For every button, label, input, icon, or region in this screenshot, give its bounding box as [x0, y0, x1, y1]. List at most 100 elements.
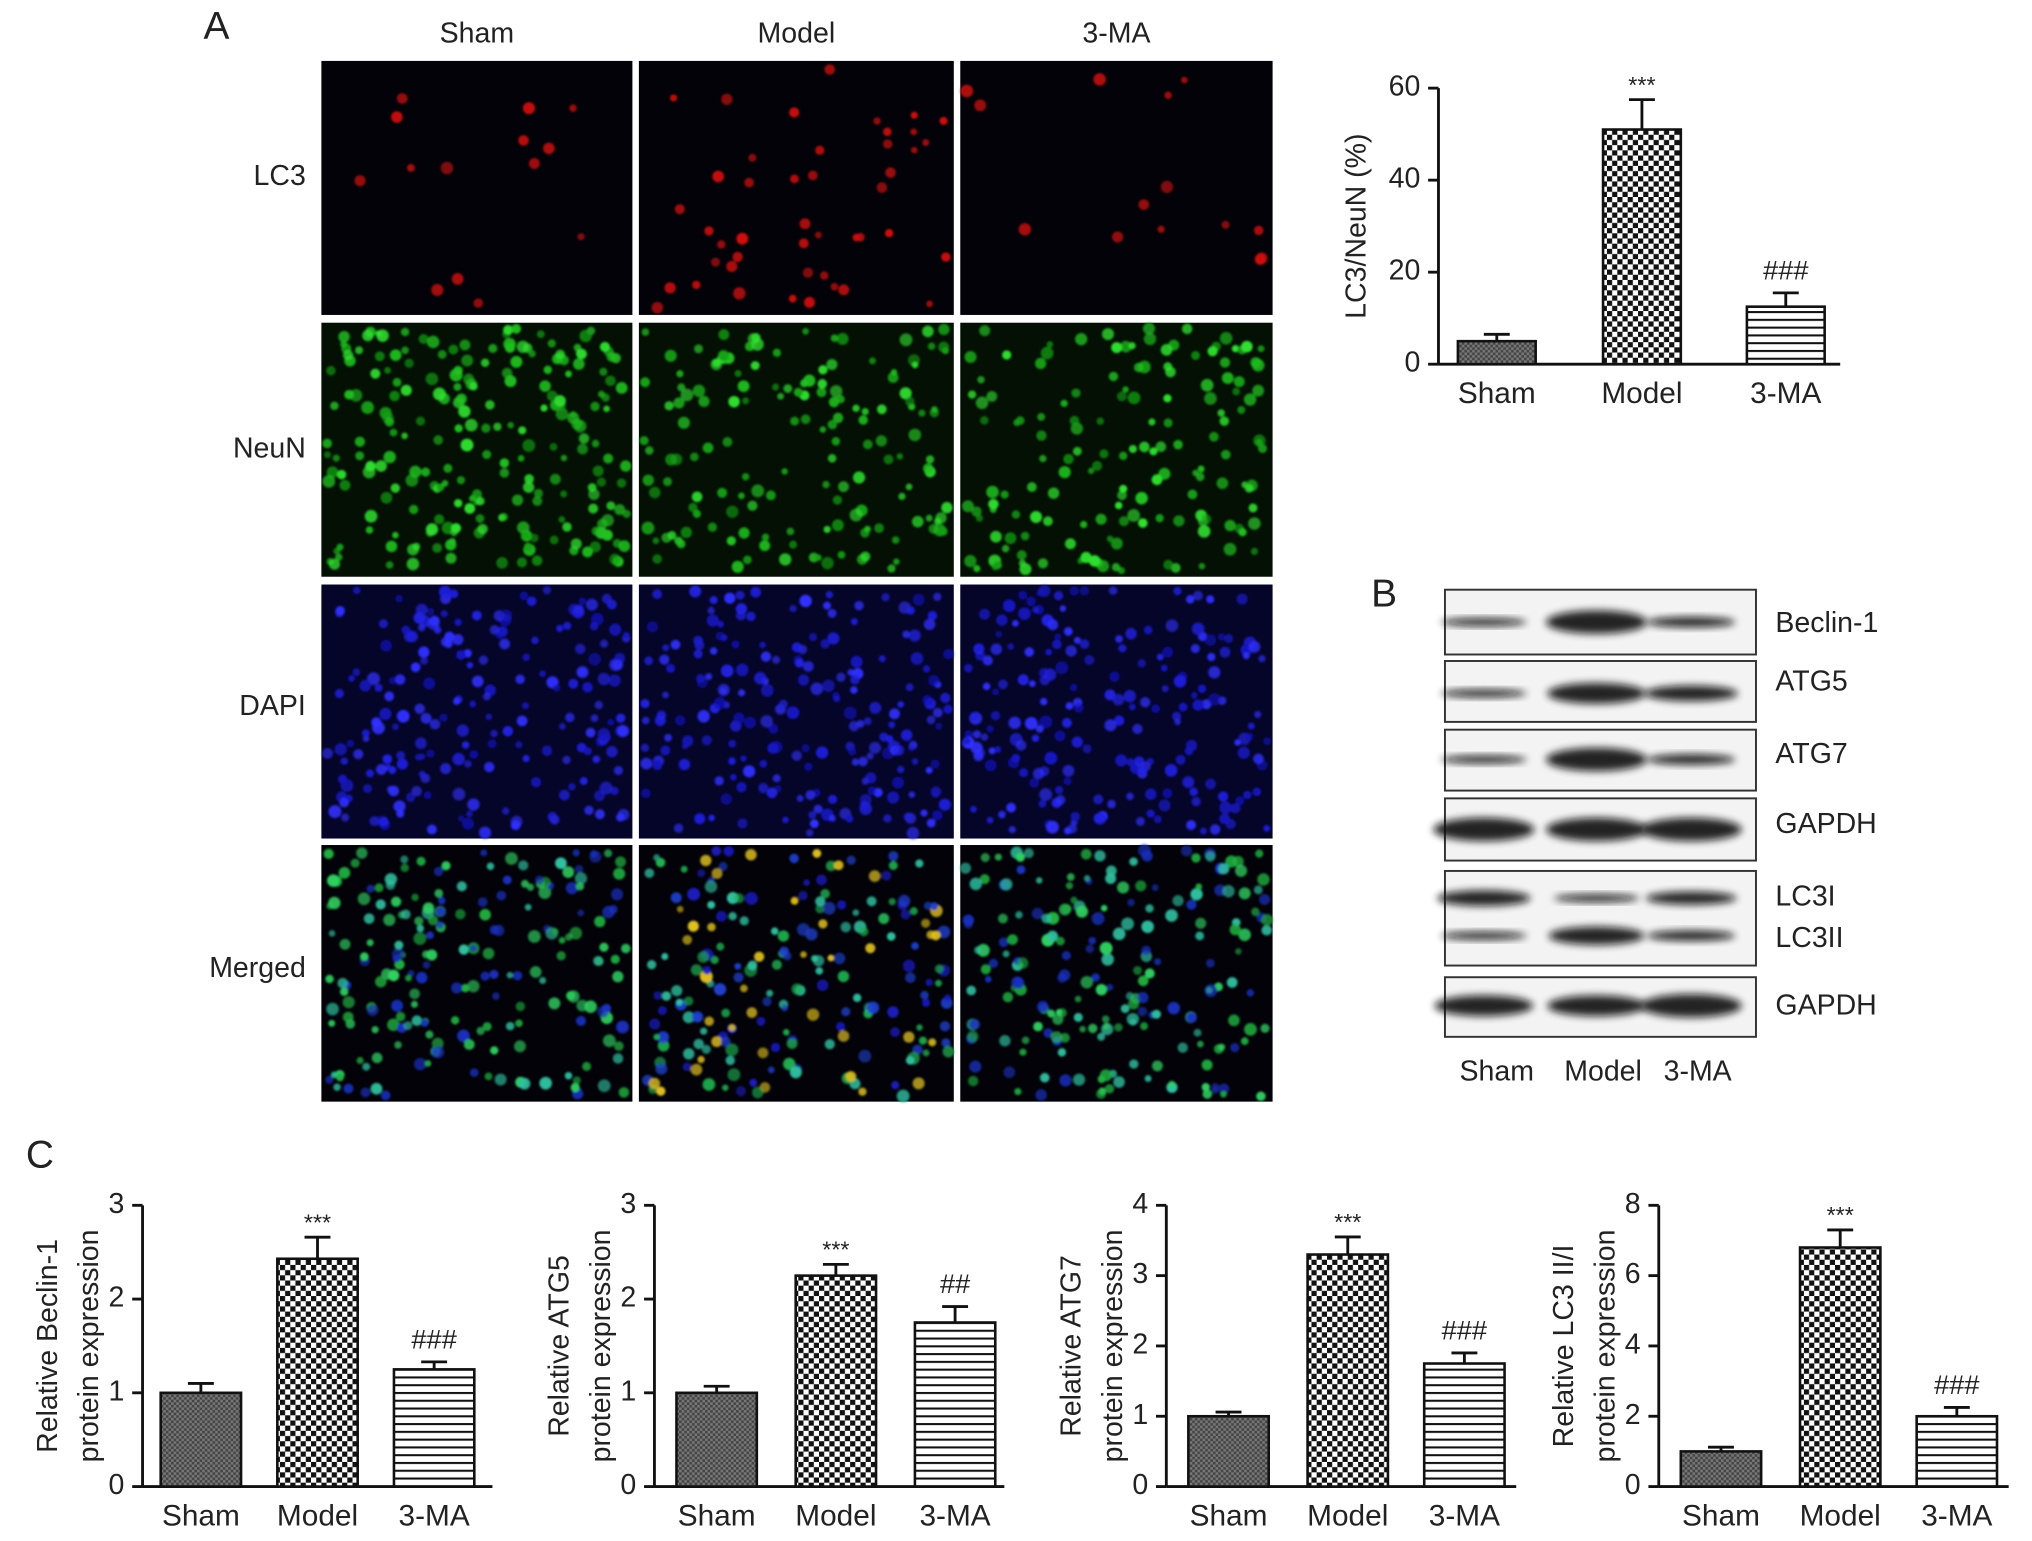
cell	[528, 349, 536, 358]
cell	[1135, 816, 1145, 826]
cell	[1137, 765, 1148, 776]
cell	[1256, 1091, 1266, 1102]
cell	[898, 492, 906, 501]
cell	[854, 600, 864, 611]
cell	[682, 935, 693, 945]
cell	[974, 946, 982, 954]
cell	[539, 380, 551, 392]
cell	[1229, 924, 1241, 936]
y-tick-label: 60	[1389, 71, 1421, 103]
cell	[1202, 1089, 1213, 1099]
bar	[276, 1257, 359, 1488]
cell	[980, 733, 989, 741]
cell	[601, 529, 613, 541]
cell	[1096, 417, 1105, 425]
cell	[745, 849, 757, 861]
cell	[738, 492, 745, 500]
bar	[392, 1368, 476, 1488]
cell	[693, 635, 704, 646]
cell	[1192, 590, 1203, 601]
cell	[670, 639, 681, 650]
cell	[663, 477, 673, 487]
cell	[1205, 986, 1213, 994]
cell	[735, 663, 749, 677]
cell	[1209, 824, 1221, 835]
cell	[410, 1000, 418, 1008]
cell	[1054, 785, 1064, 795]
cell	[576, 666, 589, 679]
cell	[639, 436, 649, 446]
cell	[510, 355, 523, 368]
y-axis-label: Relative ATG7	[1056, 1255, 1088, 1437]
cell	[818, 365, 828, 375]
cell	[1201, 514, 1212, 525]
cell	[511, 494, 524, 506]
cell	[1111, 562, 1121, 572]
cell	[440, 763, 452, 775]
cell	[1104, 719, 1117, 732]
cell	[1085, 944, 1095, 954]
panel-label: C	[26, 1134, 54, 1177]
cell	[1125, 992, 1134, 1001]
cell	[757, 1047, 769, 1059]
cell	[728, 395, 740, 408]
cell	[652, 760, 663, 771]
cell	[1263, 824, 1271, 832]
cell	[801, 743, 810, 753]
cell	[326, 874, 340, 887]
cell	[793, 387, 803, 397]
cell	[427, 915, 439, 926]
cell	[1024, 716, 1038, 730]
cell	[440, 161, 454, 175]
cell	[359, 952, 369, 961]
cell	[921, 918, 931, 928]
cell	[517, 455, 525, 462]
cell	[942, 1045, 955, 1058]
cell	[1002, 599, 1016, 613]
cell	[1243, 790, 1252, 800]
cell	[450, 529, 458, 537]
cell	[899, 387, 912, 400]
cell	[1165, 909, 1178, 922]
cell	[727, 1068, 741, 1082]
cell	[1063, 777, 1072, 786]
cell	[1007, 643, 1015, 650]
x-tick-label: Model	[795, 1500, 876, 1533]
y-tick-label: 1	[1132, 1399, 1148, 1431]
cell	[966, 985, 977, 996]
cell	[734, 962, 742, 970]
cell	[641, 521, 655, 535]
cell	[426, 749, 435, 758]
x-tick-label: 3-MA	[1429, 1500, 1500, 1533]
cell	[394, 940, 404, 950]
cell	[337, 977, 349, 989]
cell	[567, 990, 580, 1003]
cell	[932, 707, 943, 718]
cell	[388, 766, 397, 775]
cell	[1220, 1090, 1227, 1098]
cell	[1032, 767, 1045, 780]
cell	[966, 1030, 979, 1043]
cell	[519, 591, 529, 601]
micrograph	[960, 60, 1273, 315]
cell	[887, 564, 896, 573]
cell	[1191, 622, 1205, 636]
cell	[522, 439, 536, 452]
cell	[389, 390, 400, 402]
cell	[1234, 739, 1241, 746]
cell	[1232, 855, 1244, 868]
cell	[845, 814, 854, 823]
cell	[640, 743, 650, 752]
cell	[888, 861, 898, 871]
cell	[897, 765, 905, 774]
cell	[424, 1060, 432, 1067]
cell	[441, 861, 451, 871]
cell	[827, 954, 835, 962]
cell	[1146, 809, 1155, 818]
cell	[501, 807, 510, 815]
cell	[322, 748, 333, 759]
cell	[815, 896, 826, 907]
cell	[431, 1045, 445, 1059]
cell	[851, 758, 860, 766]
